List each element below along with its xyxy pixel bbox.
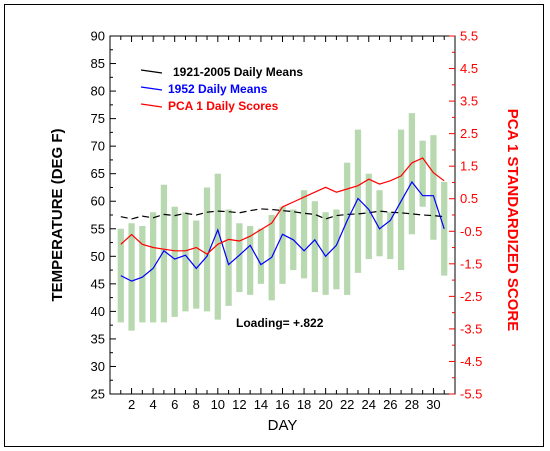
x-tick-label: 18 — [297, 397, 311, 412]
range-bar — [333, 209, 340, 290]
legend-label-climatology: 1921-2005 Daily Means — [173, 65, 303, 79]
range-bar — [365, 173, 372, 260]
range-bar — [387, 212, 394, 260]
legend: 1921-2005 Daily Means 1952 Daily Means P… — [140, 65, 303, 113]
range-bar — [311, 201, 318, 293]
range-bar — [225, 209, 232, 306]
y2-tick-label: 1.5 — [460, 159, 478, 174]
x-axis-title: DAY — [268, 417, 298, 434]
y-tick-label: 30 — [91, 359, 105, 374]
range-bar — [430, 135, 437, 240]
legend-swatch-1952 — [140, 86, 163, 91]
x-tick-label: 16 — [275, 397, 289, 412]
x-tick-label: 6 — [171, 397, 178, 412]
x-tick-label: 14 — [254, 397, 268, 412]
y2-tick-label: -0.5 — [460, 224, 482, 239]
y2-tick-label: 0.5 — [460, 191, 478, 206]
range-bar — [160, 184, 168, 323]
range-bar — [182, 212, 189, 312]
x-tick-label: 20 — [318, 397, 332, 412]
y2-axis-title: PCA 1 STANDARDIZED SCORE — [504, 109, 521, 332]
x-tick-label: 12 — [232, 397, 246, 412]
range-bar — [117, 228, 124, 323]
y2-tick-label: -1.5 — [460, 256, 482, 271]
y2-tick-label: 4.5 — [460, 61, 478, 76]
range-bar — [354, 129, 362, 273]
range-bar — [397, 129, 405, 271]
range-bar — [128, 223, 135, 331]
range-bar — [257, 228, 265, 284]
legend-label-pca: PCA 1 Daily Scores — [168, 99, 279, 113]
x-tick-label: 8 — [193, 397, 200, 412]
x-tick-label: 2 — [128, 397, 135, 412]
y-tick-label: 45 — [91, 276, 105, 291]
legend-swatch-pca — [140, 103, 163, 108]
range-bar — [419, 140, 426, 207]
y-tick-label: 50 — [91, 249, 105, 264]
range-bar — [408, 113, 416, 235]
y2-tick-label: -3.5 — [460, 321, 482, 336]
y-tick-label: 70 — [91, 139, 105, 154]
lines-layer — [120, 157, 445, 282]
y2-tick-label: -5.5 — [460, 387, 482, 402]
y-tick-label: 65 — [91, 166, 105, 181]
range-bar — [247, 226, 254, 295]
y2-tick-label: -2.5 — [460, 289, 482, 304]
range-bar — [214, 173, 221, 320]
x-tick-label: 22 — [340, 397, 354, 412]
y-tick-label: 60 — [91, 194, 105, 209]
y-tick-label: 55 — [91, 221, 105, 236]
x-tick-label: 28 — [405, 397, 419, 412]
series-line-0 — [120, 208, 445, 220]
legend-label-1952: 1952 Daily Means — [168, 82, 268, 96]
y-axis-title: TEMPERATURE (DEG F) — [49, 128, 66, 301]
y-tick-label: 85 — [91, 56, 105, 71]
y2-tick-label: 2.5 — [460, 126, 478, 141]
x-tick-label: 4 — [150, 397, 157, 412]
x-tick-label: 10 — [211, 397, 225, 412]
range-bar — [322, 212, 329, 295]
loading-annotation: Loading= +.822 — [236, 316, 324, 330]
y-tick-label: 25 — [91, 387, 105, 402]
y-tick-label: 75 — [91, 111, 105, 126]
range-bar — [279, 206, 286, 284]
y-tick-label: 90 — [91, 29, 105, 44]
legend-swatch-climatology — [140, 69, 163, 74]
range-bar — [139, 226, 146, 323]
range-bar — [344, 162, 351, 295]
range-bar — [171, 206, 178, 317]
range-bar — [203, 187, 211, 312]
range-bar — [376, 190, 383, 257]
ticks-layer — [110, 35, 455, 395]
labels-layer: 25 30 35 40 45 50 55 60 65 70 75 80 85 90 -5.5 -4.5 -3.5… — [91, 29, 483, 413]
series-line-1 — [120, 180, 445, 282]
x-tick-label: 24 — [362, 397, 376, 412]
y2-tick-label: -4.5 — [460, 354, 482, 369]
bars-layer — [117, 113, 448, 331]
range-bar — [236, 223, 243, 293]
y-tick-label: 35 — [91, 331, 105, 346]
x-tick-label: 26 — [383, 397, 397, 412]
y2-tick-label: 3.5 — [460, 94, 478, 109]
range-bar — [193, 220, 200, 309]
y-tick-label: 40 — [91, 304, 105, 319]
x-tick-label: 30 — [426, 397, 440, 412]
series-line-2 — [120, 157, 445, 255]
range-bar — [300, 190, 308, 279]
y-tick-label: 80 — [91, 84, 105, 99]
y2-tick-label: 5.5 — [460, 29, 478, 44]
